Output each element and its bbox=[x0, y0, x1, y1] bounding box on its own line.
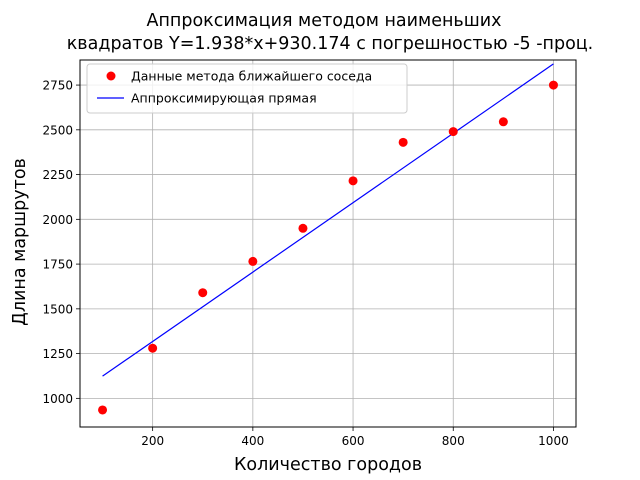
y-tick-label: 2500 bbox=[42, 123, 73, 137]
x-tick-label: 800 bbox=[442, 434, 465, 448]
x-tick-label: 1000 bbox=[538, 434, 569, 448]
x-axis-label: Количество городов bbox=[234, 455, 422, 475]
data-point bbox=[548, 80, 558, 90]
y-axis-label: Длина маршрутов bbox=[10, 158, 30, 326]
fit-line-series bbox=[102, 63, 554, 377]
fit-line bbox=[102, 63, 554, 377]
x-tick-label: 600 bbox=[342, 434, 365, 448]
plot-frame bbox=[79, 59, 577, 428]
y-tick-label: 2000 bbox=[42, 213, 73, 227]
y-tick-label: 2750 bbox=[42, 79, 73, 93]
data-point bbox=[448, 127, 458, 137]
y-tick-label: 1750 bbox=[42, 258, 73, 272]
x-tick-label: 400 bbox=[241, 434, 264, 448]
legend: Данные метода ближайшего соседа Аппрокси… bbox=[86, 63, 408, 114]
x-axis-ticks: 200 400 600 800 1000 bbox=[141, 427, 569, 448]
chart-title-line-2: квадратов Y=1.938*x+930.174 с погрешност… bbox=[67, 34, 594, 54]
y-tick-label: 1500 bbox=[42, 302, 73, 316]
data-point bbox=[298, 223, 308, 233]
y-axis-ticks: 1000 1250 1500 1750 2000 2250 2500 2750 bbox=[42, 79, 80, 406]
legend-box bbox=[86, 63, 408, 114]
data-point bbox=[498, 117, 508, 127]
y-tick-label: 1250 bbox=[42, 347, 73, 361]
data-point bbox=[248, 256, 258, 266]
y-tick-label: 2250 bbox=[42, 168, 73, 182]
data-point bbox=[198, 288, 208, 298]
grid-lines bbox=[80, 60, 576, 427]
data-point bbox=[348, 176, 358, 186]
data-points-series bbox=[98, 80, 558, 415]
data-point bbox=[148, 343, 158, 353]
legend-label-line: Аппроксимирующая прямая bbox=[131, 91, 317, 106]
chart-title-line-1: Аппроксимация методом наименьших bbox=[147, 11, 502, 31]
y-tick-label: 1000 bbox=[42, 392, 73, 406]
legend-label-points: Данные метода ближайшего соседа bbox=[131, 69, 372, 84]
data-point bbox=[398, 137, 408, 147]
x-tick-label: 200 bbox=[141, 434, 164, 448]
legend-marker-points bbox=[106, 71, 116, 81]
data-point bbox=[98, 405, 108, 415]
